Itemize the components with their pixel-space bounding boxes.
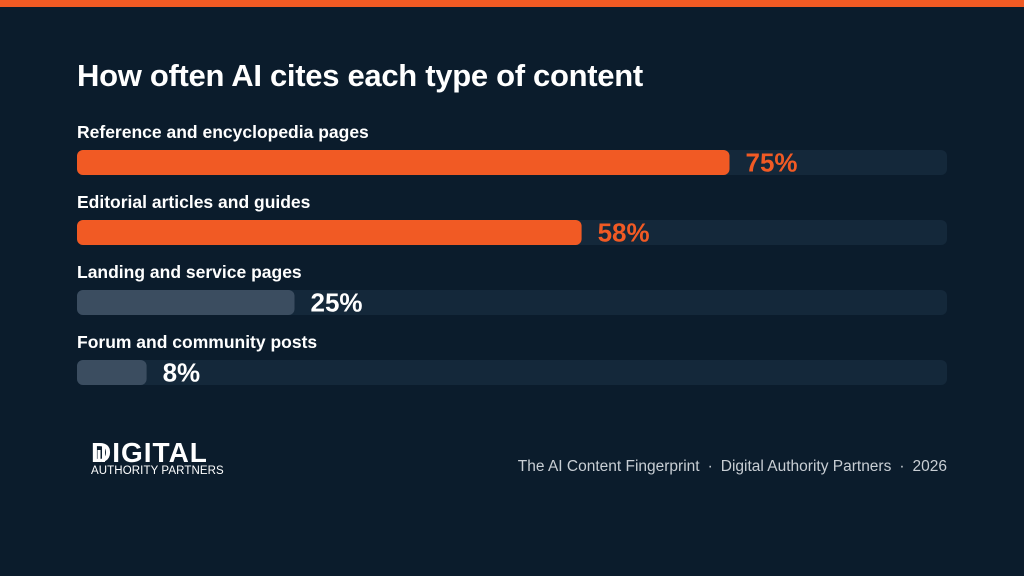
value-label: 75% <box>746 148 798 178</box>
report-year: 2026 <box>912 458 947 475</box>
value-label: 58% <box>598 218 650 248</box>
report-name: The AI Content Fingerprint <box>517 458 700 475</box>
logo-wordmark: DIGITAL <box>91 437 208 468</box>
separator: · <box>707 458 713 475</box>
category-label: Reference and encyclopedia pages <box>77 122 369 142</box>
bar <box>77 360 147 385</box>
bar <box>77 290 295 315</box>
bar-track <box>77 360 947 385</box>
chart-title: How often AI cites each type of content <box>77 58 643 93</box>
category-label: Editorial articles and guides <box>77 192 311 212</box>
value-label: 8% <box>163 358 201 388</box>
bar <box>77 220 582 245</box>
category-label: Landing and service pages <box>77 262 302 282</box>
company-name: Digital Authority Partners <box>720 458 892 475</box>
category-label: Forum and community posts <box>77 332 317 352</box>
logo-bars-icon <box>93 446 105 462</box>
footer-credit: The AI Content Fingerprint · Digital Autho… <box>518 458 947 476</box>
separator: · <box>899 458 905 475</box>
logo-subtitle: AUTHORITY PARTNERS <box>91 465 224 477</box>
company-logo: DIGITAL AUTHORITY PARTNERS <box>91 439 251 481</box>
value-label: 25% <box>311 288 363 318</box>
top-accent-bar <box>0 0 1024 7</box>
bar <box>77 150 730 175</box>
